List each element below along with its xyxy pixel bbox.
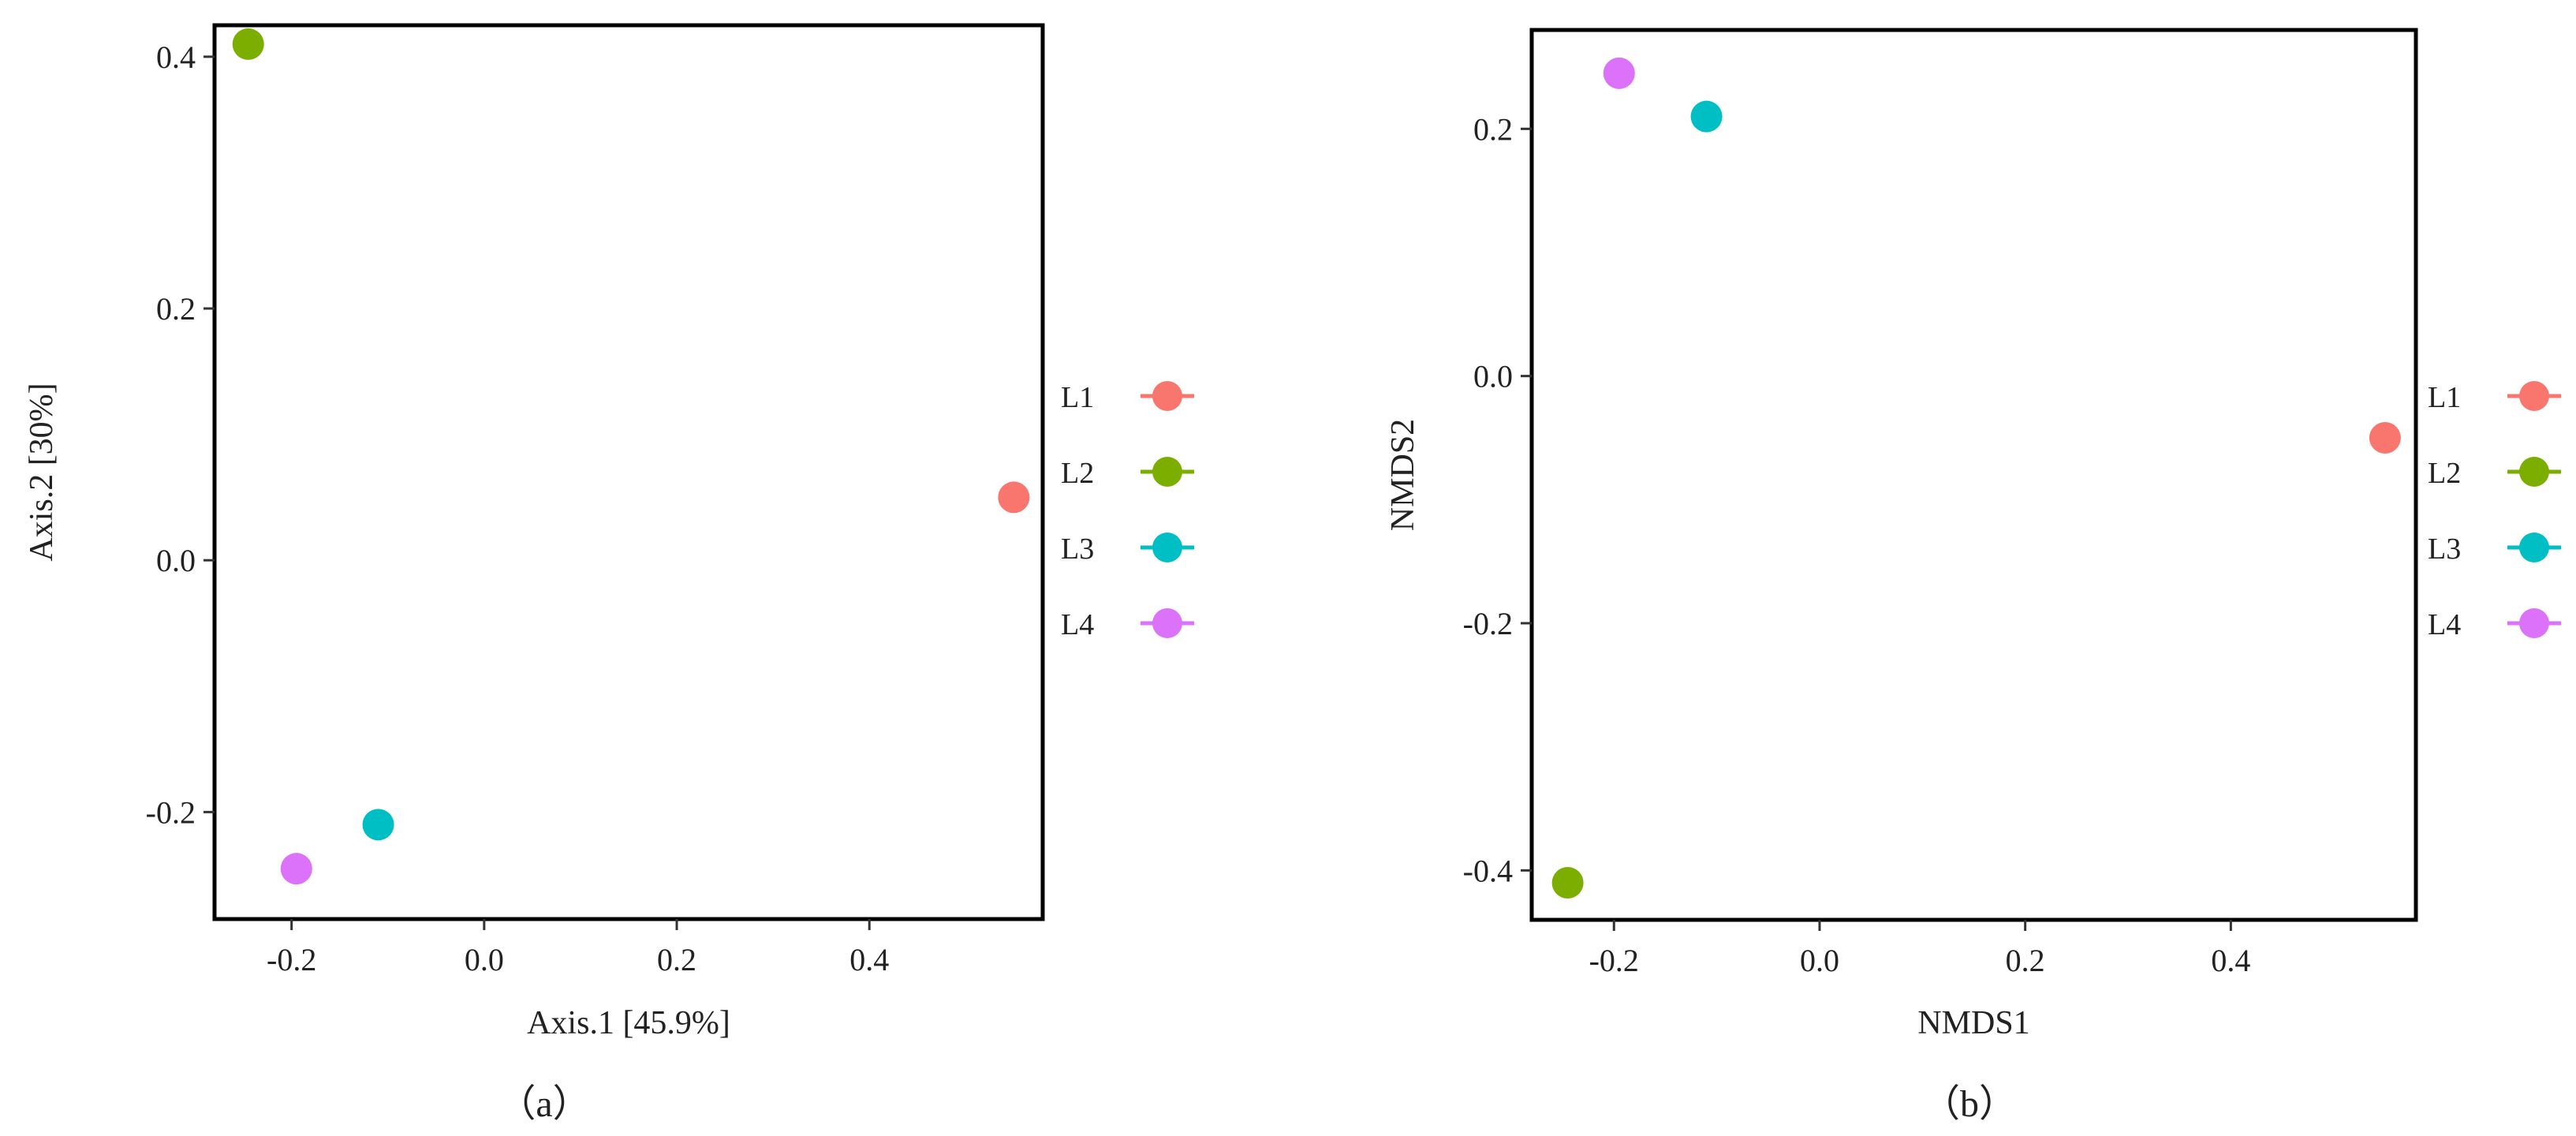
panel-b-point-l1 (2369, 422, 2401, 454)
panel-b-caption: （b） (1922, 1083, 2017, 1125)
panel-a-y-axis-title: Axis.2 [30%] (24, 383, 60, 561)
panel-a-legend-key-dot-l4 (1152, 608, 1182, 638)
panel-b-legend-label-l4: L4 (2428, 608, 2461, 641)
panel-b-plot-frame (1529, 28, 2418, 922)
panel-a-x-tick-label: 0.4 (849, 942, 889, 977)
panel-a-y-tick-label: 0.2 (156, 291, 196, 327)
panel-a-x-tick-label: 0.2 (657, 942, 696, 977)
panel-b-x-tick-label: 0.4 (2211, 943, 2250, 978)
panel-b-point-l2 (1551, 867, 1584, 899)
panel-a-caption: （a） (498, 1083, 590, 1125)
panel-b-nmds-chart: -0.2 0.0 0.2 0.4 -0.4 -0.2 0.0 0.2 NMDS1 NMDS2 （b）… (1385, 28, 2561, 1125)
panel-a-x-tick-label: -0.2 (267, 942, 316, 977)
panel-a-legend-key-dot-l2 (1152, 457, 1182, 487)
panel-b-point-l4 (1603, 57, 1635, 89)
panel-b-x-tick-label: 0.0 (1800, 943, 1839, 978)
panel-b-y-tick-label: 0.0 (1473, 359, 1513, 394)
panel-a-legend-key-dot-l1 (1152, 381, 1182, 411)
panel-b-x-tick-label: 0.2 (2006, 943, 2045, 978)
panel-a-legend-label-l4: L4 (1061, 608, 1094, 641)
panel-a-legend-label-l1: L1 (1061, 381, 1094, 414)
panel-a-y-tick-label: 0.4 (156, 39, 196, 75)
panel-a-plot-frame (212, 23, 1045, 921)
panel-a-legend-label-l2: L2 (1061, 457, 1094, 490)
panel-b-y-tick-label: 0.2 (1473, 111, 1513, 147)
panel-b-legend-label-l2: L2 (2428, 457, 2461, 490)
panel-b-legend-label-l1: L1 (2428, 381, 2461, 414)
panel-a-legend-key-dot-l3 (1152, 532, 1182, 562)
panel-a-pcoa-chart: -0.2 0.0 0.2 0.4 -0.2 0.0 0.2 0.4 Axis.1 [45.9%]… (24, 23, 1194, 1125)
panel-b-y-tick-label: -0.2 (1463, 606, 1513, 641)
panel-a-legend-label-l3: L3 (1061, 532, 1094, 566)
panel-a-point-l4 (280, 853, 312, 885)
panel-b-x-tick-label: -0.2 (1589, 943, 1639, 978)
panel-b-y-axis-title: NMDS2 (1385, 419, 1421, 531)
panel-b-x-axis-title: NMDS1 (1917, 1005, 2029, 1041)
panel-a-point-l1 (998, 481, 1030, 514)
panel-b-legend-key-dot-l3 (2519, 532, 2549, 562)
panel-b-legend-key-dot-l1 (2519, 381, 2549, 411)
panel-a-x-axis-title: Axis.1 [45.9%] (527, 1005, 730, 1041)
panel-a-y-tick-label: 0.0 (156, 543, 196, 578)
panel-b-legend-label-l3: L3 (2428, 532, 2461, 566)
panel-b-legend-key-dot-l4 (2519, 608, 2549, 638)
panel-a-point-l2 (232, 28, 264, 60)
panel-a-point-l3 (362, 809, 394, 841)
panel-b-legend-key-dot-l2 (2519, 457, 2549, 487)
panel-a-x-tick-label: 0.0 (465, 942, 504, 977)
panel-a-y-tick-label: -0.2 (146, 794, 196, 830)
panel-b-y-tick-label: -0.4 (1463, 853, 1513, 888)
panel-b-point-l3 (1690, 100, 1723, 133)
